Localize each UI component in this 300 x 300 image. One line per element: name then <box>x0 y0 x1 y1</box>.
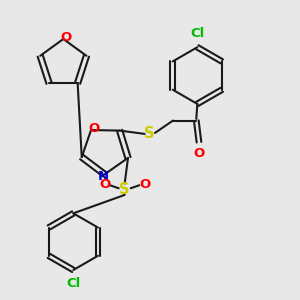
Text: O: O <box>60 31 72 44</box>
Text: Cl: Cl <box>190 27 204 40</box>
Text: O: O <box>139 178 150 191</box>
Text: S: S <box>119 182 130 197</box>
Text: N: N <box>97 170 109 184</box>
Text: O: O <box>88 122 99 135</box>
Text: Cl: Cl <box>66 277 80 290</box>
Text: O: O <box>99 178 110 191</box>
Text: O: O <box>194 147 205 160</box>
Text: S: S <box>144 126 155 141</box>
